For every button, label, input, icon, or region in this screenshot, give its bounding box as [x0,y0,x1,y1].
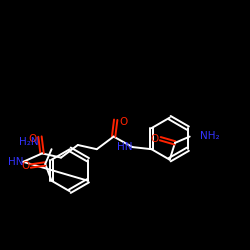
Text: O: O [28,134,37,144]
Text: HN: HN [8,157,24,167]
Text: H₂N: H₂N [19,137,39,147]
Text: NH₂: NH₂ [200,130,220,140]
Text: O: O [21,161,29,171]
Text: O: O [151,134,159,144]
Text: HN: HN [118,142,133,152]
Text: O: O [119,117,127,127]
